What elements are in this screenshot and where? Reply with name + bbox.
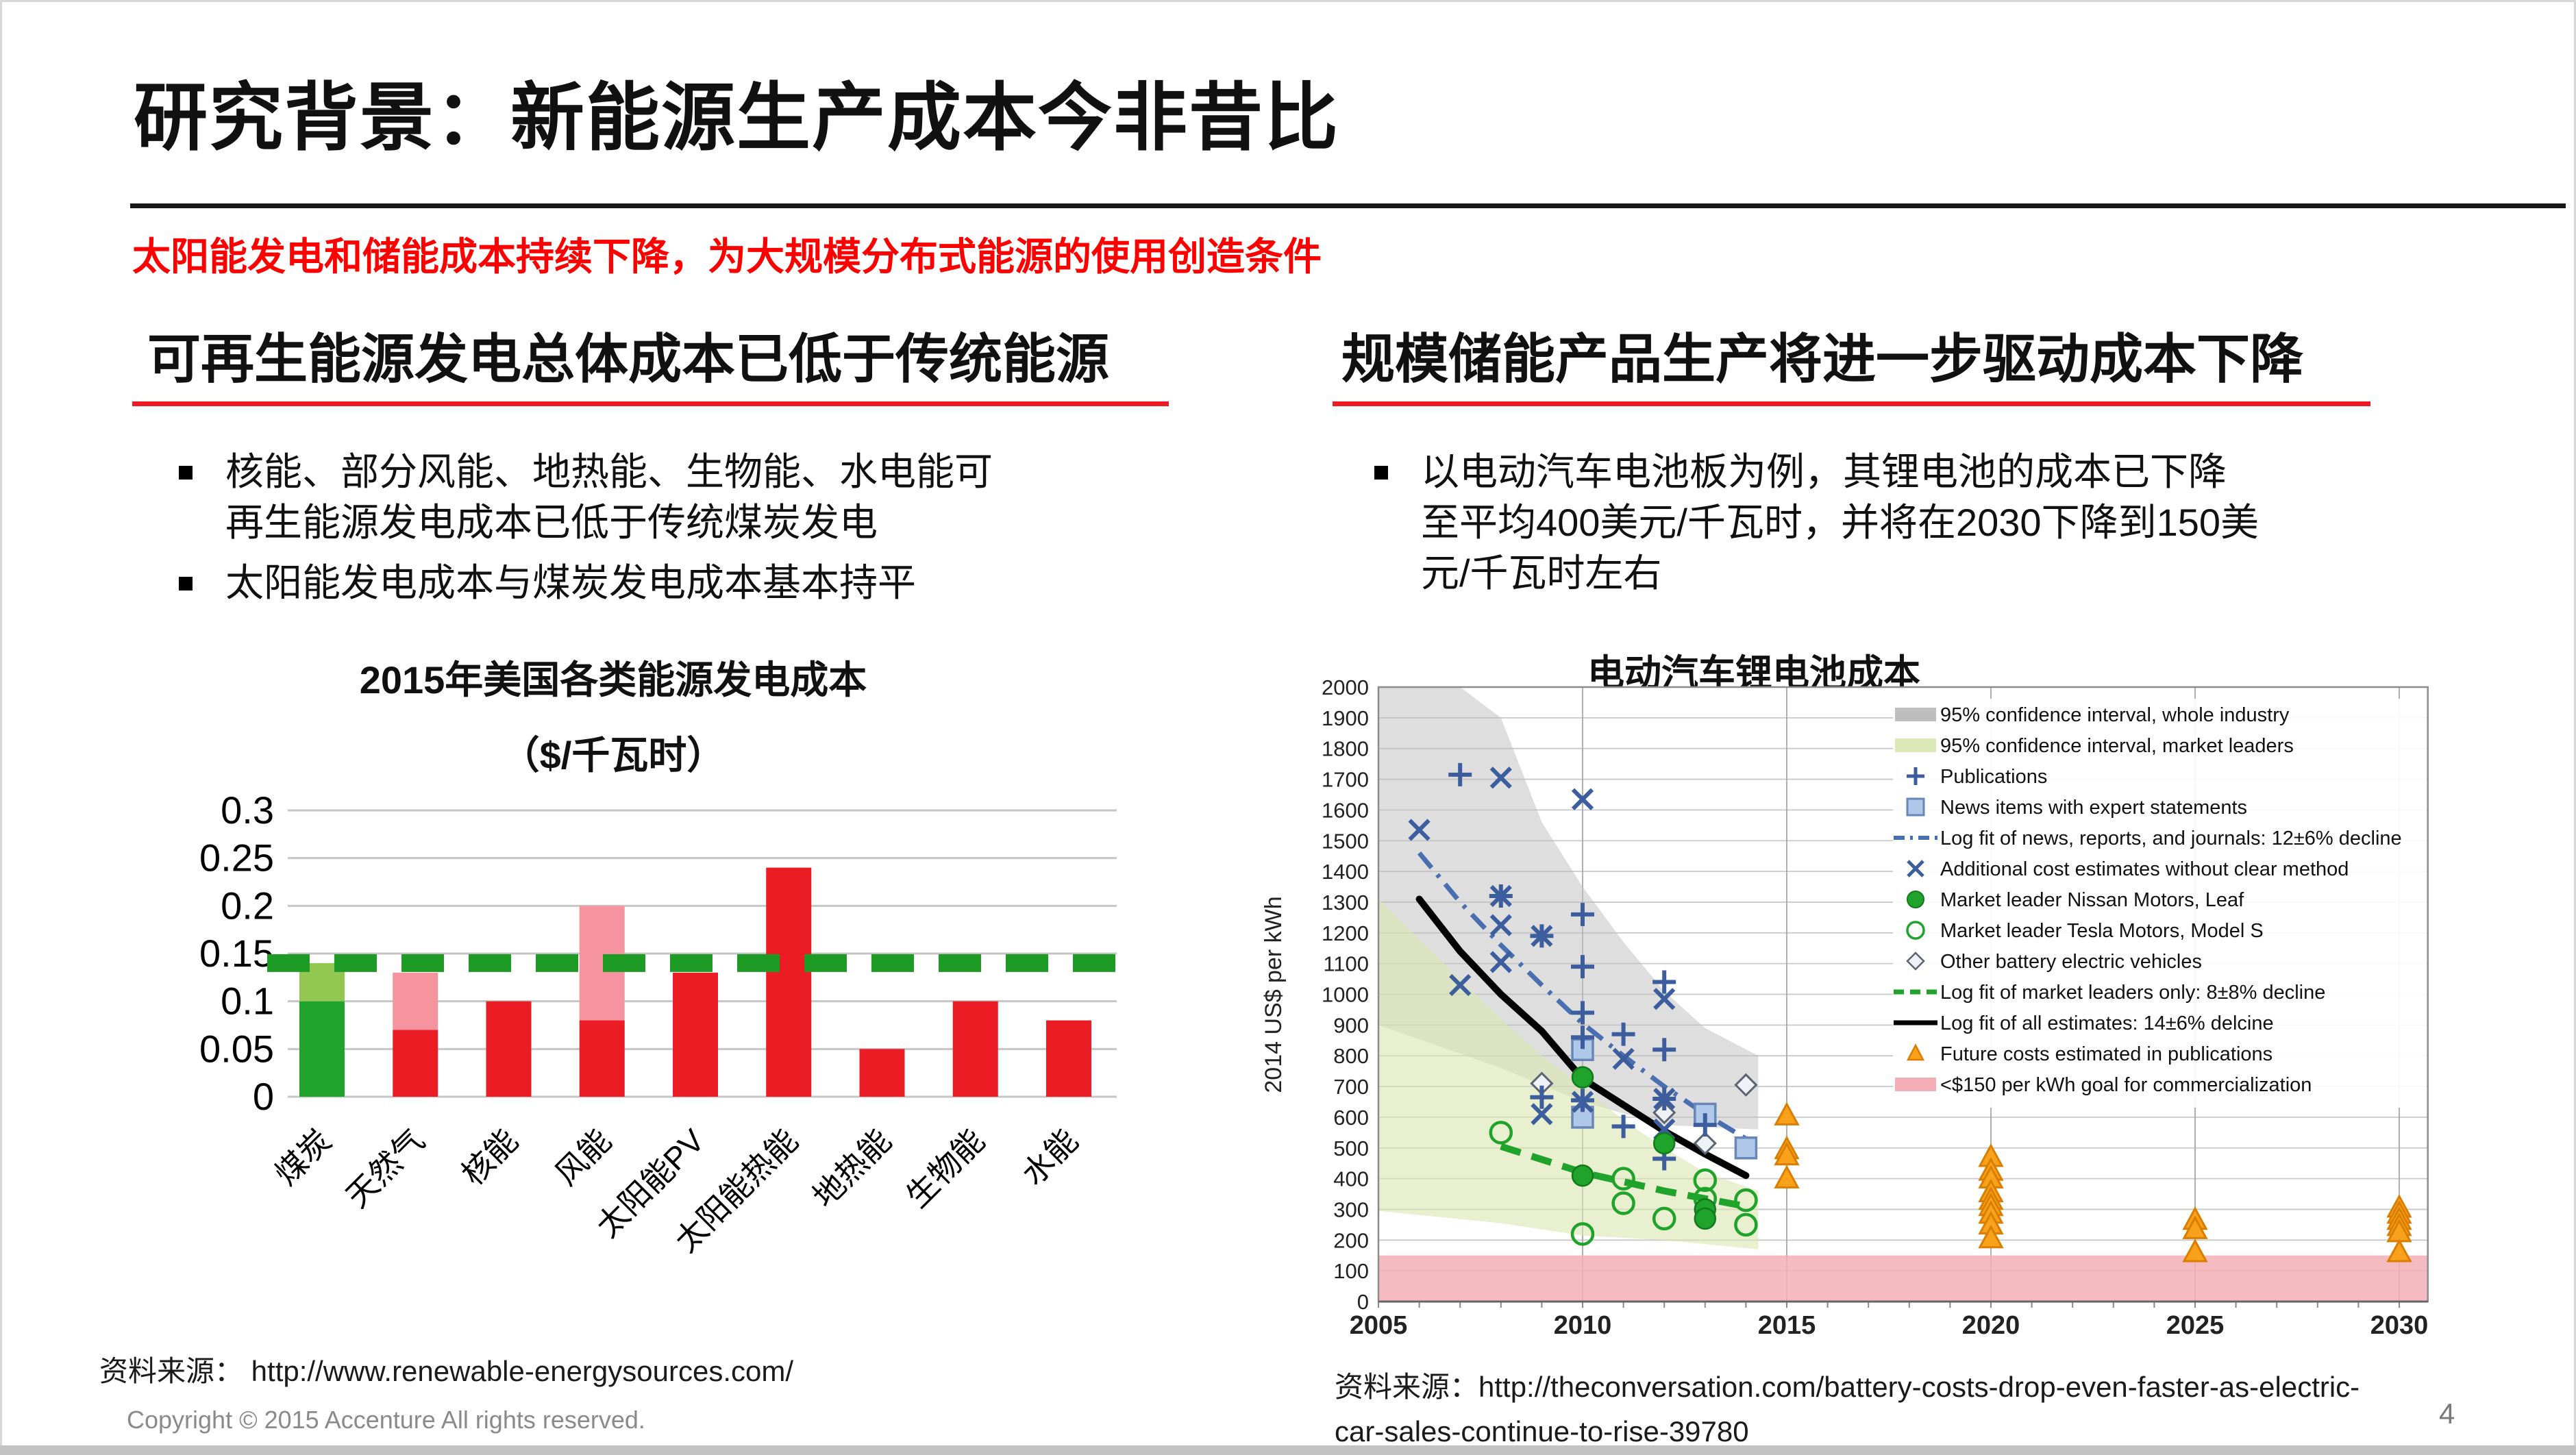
- svg-text:<$150 per kWh goal for commerc: <$150 per kWh goal for commercialization: [1940, 1074, 2312, 1096]
- svg-text:100: 100: [1333, 1259, 1369, 1283]
- svg-text:0.25: 0.25: [199, 836, 274, 880]
- svg-text:1600: 1600: [1322, 798, 1369, 822]
- scatter-legend: 95% confidence interval, whole industry 9…: [1893, 699, 2427, 1108]
- svg-text:900: 900: [1333, 1013, 1369, 1037]
- svg-text:0: 0: [1357, 1290, 1369, 1314]
- svg-text:95% confidence interval, marke: 95% confidence interval, market leaders: [1940, 735, 2294, 757]
- svg-text:Market leader Nissan Motors, L: Market leader Nissan Motors, Leaf: [1940, 889, 2244, 911]
- left-section-header: 可再生能源发电总体成本已低于传统能源: [147, 329, 1110, 389]
- svg-text:Other battery electric vehicle: Other battery electric vehicles: [1940, 951, 2202, 973]
- page-subtitle: 太阳能发电和储能成本持续下降，为大规模分布式能源的使用创造条件: [132, 235, 1322, 278]
- svg-text:0: 0: [253, 1075, 274, 1118]
- right-section-header: 规模储能产品生产将进一步驱动成本下降: [1341, 329, 2304, 389]
- svg-text:1700: 1700: [1322, 768, 1369, 792]
- page-title: 研究背景：新能源生产成本今非昔比: [134, 76, 1340, 159]
- svg-text:1200: 1200: [1322, 921, 1369, 945]
- svg-text:Log fit of all estimates: 14±6: Log fit of all estimates: 14±6% delcine: [1940, 1012, 2274, 1034]
- bar-chart-bars: [299, 867, 1091, 1097]
- svg-text:0.15: 0.15: [199, 932, 274, 975]
- title-divider: [130, 203, 2566, 208]
- svg-text:1900: 1900: [1322, 706, 1369, 730]
- svg-text:水能: 水能: [1015, 1122, 1085, 1192]
- goal-band: [1378, 1255, 2428, 1302]
- svg-text:2025: 2025: [2166, 1311, 2225, 1340]
- svg-text:0.05: 0.05: [199, 1027, 274, 1070]
- svg-text:Log fit of news, reports, and: Log fit of news, reports, and journals: …: [1940, 828, 2402, 849]
- bar-chart-title: 2015年美国各类能源发电成本: [359, 658, 867, 701]
- svg-text:2005: 2005: [1350, 1311, 1408, 1340]
- bullet-text: 核能、部分风能、地热能、生物能、水电能可再生能源发电成本已低于传统煤炭发电: [225, 450, 993, 544]
- bar-chart-subtitle: （$/千瓦时）: [501, 734, 726, 777]
- bullet-text: 太阳能发电成本与煤炭发电成本基本持平: [225, 560, 916, 604]
- bullet-text: 以电动汽车电池板为例，其锂电池的成本已下降至平均400美元/千瓦时，并将在203…: [1421, 450, 2259, 595]
- slide-bottom-edge: [0, 1445, 2576, 1455]
- svg-text:生物能: 生物能: [899, 1122, 991, 1214]
- svg-text:煤炭: 煤炭: [268, 1122, 338, 1192]
- svg-text:1500: 1500: [1322, 829, 1369, 853]
- right-header-underline: [1333, 401, 2370, 406]
- svg-text:1100: 1100: [1323, 952, 1369, 976]
- page-number: 4: [2439, 1397, 2455, 1430]
- svg-text:1000: 1000: [1322, 983, 1369, 1007]
- svg-text:地热能: 地热能: [806, 1122, 897, 1214]
- right-bullet-list: 以电动汽车电池板为例，其锂电池的成本已下降至平均400美元/千瓦时，并将在203…: [1370, 447, 2261, 608]
- bullet-item: 以电动汽车电池板为例，其锂电池的成本已下降至平均400美元/千瓦时，并将在203…: [1370, 447, 2261, 599]
- svg-text:2014 US$ per kWh: 2014 US$ per kWh: [1261, 896, 1287, 1093]
- left-source: 资料来源： http://www.renewable-energysources…: [99, 1355, 794, 1387]
- svg-text:1400: 1400: [1322, 860, 1369, 884]
- svg-text:核能: 核能: [455, 1122, 525, 1192]
- svg-text:1800: 1800: [1322, 737, 1369, 761]
- svg-text:2015: 2015: [1758, 1311, 1816, 1340]
- left-bullet-list: 核能、部分风能、地热能、生物能、水电能可再生能源发电成本已低于传统煤炭发电 太阳…: [175, 447, 1021, 618]
- svg-text:2030: 2030: [2370, 1311, 2429, 1340]
- svg-text:400: 400: [1333, 1167, 1369, 1191]
- svg-text:200: 200: [1333, 1228, 1369, 1252]
- svg-text:600: 600: [1333, 1106, 1369, 1130]
- svg-text:0.3: 0.3: [221, 788, 274, 832]
- svg-text:1300: 1300: [1322, 891, 1369, 915]
- svg-text:0.2: 0.2: [221, 884, 274, 927]
- svg-text:2000: 2000: [1322, 675, 1369, 699]
- svg-text:700: 700: [1333, 1075, 1369, 1099]
- copyright-notice: Copyright © 2015 Accenture All rights re…: [127, 1406, 645, 1434]
- svg-text:95% confidence interval, whole: 95% confidence interval, whole industry: [1940, 704, 2290, 726]
- right-source: 资料来源：http://theconversation.com/battery-…: [1335, 1365, 2360, 1454]
- svg-text:500: 500: [1333, 1136, 1369, 1160]
- svg-text:Log fit of market leaders only: Log fit of market leaders only: 8±8% dec…: [1940, 982, 2325, 1004]
- svg-text:2010: 2010: [1554, 1311, 1612, 1340]
- battery-cost-scatter-chart: 0 100 200 300 400 500 600 700 800 900 1000 1100 1200…: [1261, 675, 2429, 1340]
- right-source-line2: car-sales-continue-to-rise-39780: [1335, 1415, 1749, 1448]
- right-source-line1: 资料来源：http://theconversation.com/battery-…: [1335, 1371, 2360, 1403]
- svg-text:2020: 2020: [1962, 1311, 2020, 1340]
- svg-text:天然气: 天然气: [339, 1122, 431, 1214]
- svg-text:风能: 风能: [548, 1122, 618, 1192]
- energy-cost-bar-chart: 0 0.050.1 0.15 0.20.250.3 煤炭 天然气 核能 风能太阳能PV太阳能热…: [199, 788, 1126, 1259]
- bullet-item: 核能、部分风能、地热能、生物能、水电能可再生能源发电成本已低于传统煤炭发电: [175, 447, 1021, 548]
- svg-text:Additional cost estimates with: Additional cost estimates without clear …: [1940, 858, 2349, 880]
- svg-text:0.1: 0.1: [221, 980, 274, 1023]
- svg-text:Publications: Publications: [1940, 766, 2047, 788]
- svg-text:News items with expert stateme: News items with expert statements: [1940, 797, 2247, 819]
- bullet-item: 太阳能发电成本与煤炭发电成本基本持平: [175, 558, 1021, 608]
- left-header-underline: [132, 401, 1169, 406]
- news-fit-line: [1417, 851, 1748, 1141]
- scatter-points: [1408, 762, 2412, 1263]
- svg-text:300: 300: [1333, 1197, 1369, 1221]
- svg-text:Future costs estimated in publ: Future costs estimated in publications: [1940, 1043, 2272, 1065]
- svg-text:800: 800: [1333, 1044, 1369, 1068]
- svg-text:Market leader Tesla Motors, Mo: Market leader Tesla Motors, Model S: [1940, 920, 2264, 942]
- scatter-axis-labels: 0 100 200 300 400 500 600 700 800 900 1000 1100 1200…: [1261, 675, 2428, 1340]
